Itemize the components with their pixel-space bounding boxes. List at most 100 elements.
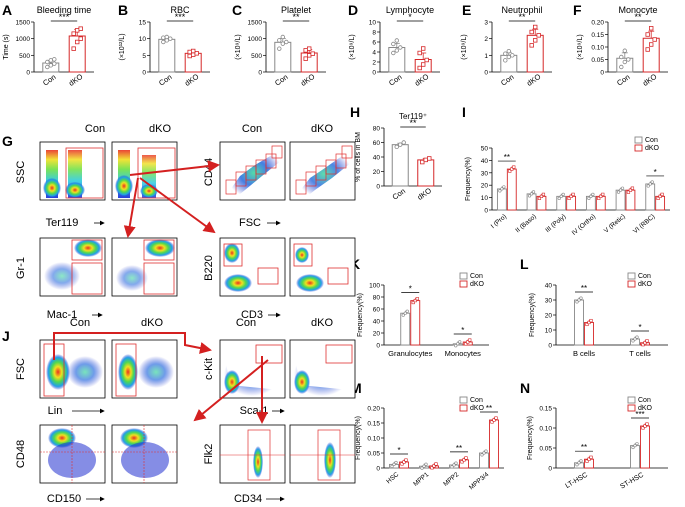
y-tick-label: 100 <box>369 283 380 290</box>
legend-swatch-con <box>459 272 468 280</box>
data-point <box>646 184 650 188</box>
data-point <box>527 194 532 198</box>
y-axis-title: % of cells in BM <box>355 132 362 182</box>
y-axis-title: Frequency(%) <box>529 293 536 337</box>
data-point <box>390 464 394 468</box>
y-axis-title: (×10¹²/L) <box>119 33 126 60</box>
data-point <box>587 320 591 325</box>
data-point <box>650 180 654 184</box>
data-point <box>589 194 593 198</box>
y-tick-label: 0.15 <box>591 32 604 39</box>
data-point <box>494 416 498 420</box>
bar-con <box>496 188 507 211</box>
data-point <box>579 296 583 300</box>
data-point <box>45 64 50 70</box>
y-tick-label: 60 <box>373 140 381 147</box>
data-point <box>464 456 468 460</box>
data-point <box>585 322 589 327</box>
data-point <box>628 188 633 192</box>
y-tick-label: 0.15 <box>367 421 380 428</box>
bar-con <box>400 312 411 346</box>
data-point <box>537 196 542 200</box>
data-point <box>660 192 664 196</box>
panel-letter-c: C <box>232 2 242 18</box>
legend-swatch-con <box>627 396 636 404</box>
panel-letter-e: E <box>462 2 471 18</box>
j-label-flk2: Flk2 <box>203 444 215 465</box>
y-tick-label: 1000 <box>248 36 263 43</box>
sig-label: ** <box>504 153 510 162</box>
panel-j-flow: Con dKO Con dKO <box>15 317 356 505</box>
x-tick-label: IV (Ortho) <box>571 213 597 237</box>
panel-g-flow: Con dKO Con dKO <box>15 123 356 321</box>
data-point <box>506 48 511 54</box>
chart-c: 0 500 1000 1500 (×10⁹/L) Platelet Con dKO ** <box>235 5 326 88</box>
y-axis-title: Frequency(%) <box>355 416 362 460</box>
g-plot-cd44-dko <box>289 141 356 201</box>
y-tick-label: 1 <box>484 53 488 60</box>
legend-label-dko: dKO <box>638 405 653 412</box>
j-label-cd34: CD34 <box>234 493 262 505</box>
y-tick-label: 10 <box>139 36 147 43</box>
g-title-con-right: Con <box>242 123 262 135</box>
panel-letter-a: A <box>2 2 12 18</box>
data-point <box>413 298 417 303</box>
bar-con <box>574 299 584 346</box>
g-plot-ter119-con <box>39 141 106 201</box>
data-point <box>619 54 624 60</box>
x-tick-label: HSC <box>385 471 400 485</box>
legend-label-con: Con <box>470 397 483 404</box>
data-point <box>48 63 53 68</box>
data-point <box>506 54 511 60</box>
data-point <box>648 182 652 186</box>
data-point <box>277 38 282 43</box>
data-point <box>420 159 425 165</box>
x-tick-label: T cells <box>629 349 651 358</box>
data-point <box>450 465 454 469</box>
panel-letter-b: B <box>118 2 128 18</box>
j-title-con-left: Con <box>70 317 90 329</box>
data-point <box>460 460 464 464</box>
sig-label: * <box>461 326 464 335</box>
data-point <box>306 53 312 58</box>
data-point <box>164 34 169 40</box>
sig-label: ** <box>456 444 462 453</box>
data-point <box>510 167 514 171</box>
sig-label: *** <box>635 410 644 419</box>
y-tick-label: 4 <box>372 50 376 57</box>
y-tick-label: 0 <box>258 70 262 77</box>
y-tick-label: 0.05 <box>591 57 604 64</box>
data-point <box>424 462 428 466</box>
data-point <box>277 46 282 51</box>
data-point <box>194 51 199 56</box>
data-point <box>631 339 635 343</box>
y-tick-label: 1000 <box>16 36 31 43</box>
data-point <box>649 26 654 31</box>
panel-letter-i: I <box>462 104 466 120</box>
legend-swatch-dko <box>459 404 468 412</box>
data-point <box>420 62 426 67</box>
data-point <box>620 186 625 190</box>
chart-m: 0 0.05 0.10 0.15 0.20 Frequency(%) HSC MPP1 MPP2… <box>355 396 504 491</box>
data-point <box>626 57 631 62</box>
data-point <box>575 463 579 467</box>
data-point <box>559 194 563 198</box>
panel-letter-h: H <box>350 104 360 120</box>
panel-letter-g: G <box>2 133 13 149</box>
data-point <box>417 50 422 56</box>
data-point <box>619 64 624 70</box>
y-tick-label: 30 <box>481 170 489 177</box>
data-point <box>490 420 494 424</box>
legend-swatch-dko <box>459 280 468 288</box>
data-point <box>599 194 603 198</box>
data-point <box>626 190 631 194</box>
sig-label: ** <box>409 118 417 128</box>
data-point <box>423 157 428 163</box>
bar-con <box>274 41 292 73</box>
bar-dko <box>506 168 517 211</box>
y-tick-label: 20 <box>373 331 381 338</box>
x-tick-label: dKO <box>416 186 434 202</box>
x-tick-label: VI (RBC) <box>632 213 656 235</box>
